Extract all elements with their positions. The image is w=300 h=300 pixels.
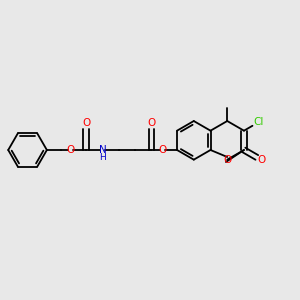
- Text: O: O: [159, 145, 167, 155]
- Text: O: O: [82, 118, 90, 128]
- Text: O: O: [223, 155, 231, 165]
- Text: O: O: [258, 155, 266, 165]
- Text: Cl: Cl: [254, 117, 264, 127]
- Text: O: O: [147, 118, 156, 128]
- Text: O: O: [67, 145, 75, 155]
- Text: H: H: [99, 153, 106, 162]
- Text: N: N: [99, 145, 106, 155]
